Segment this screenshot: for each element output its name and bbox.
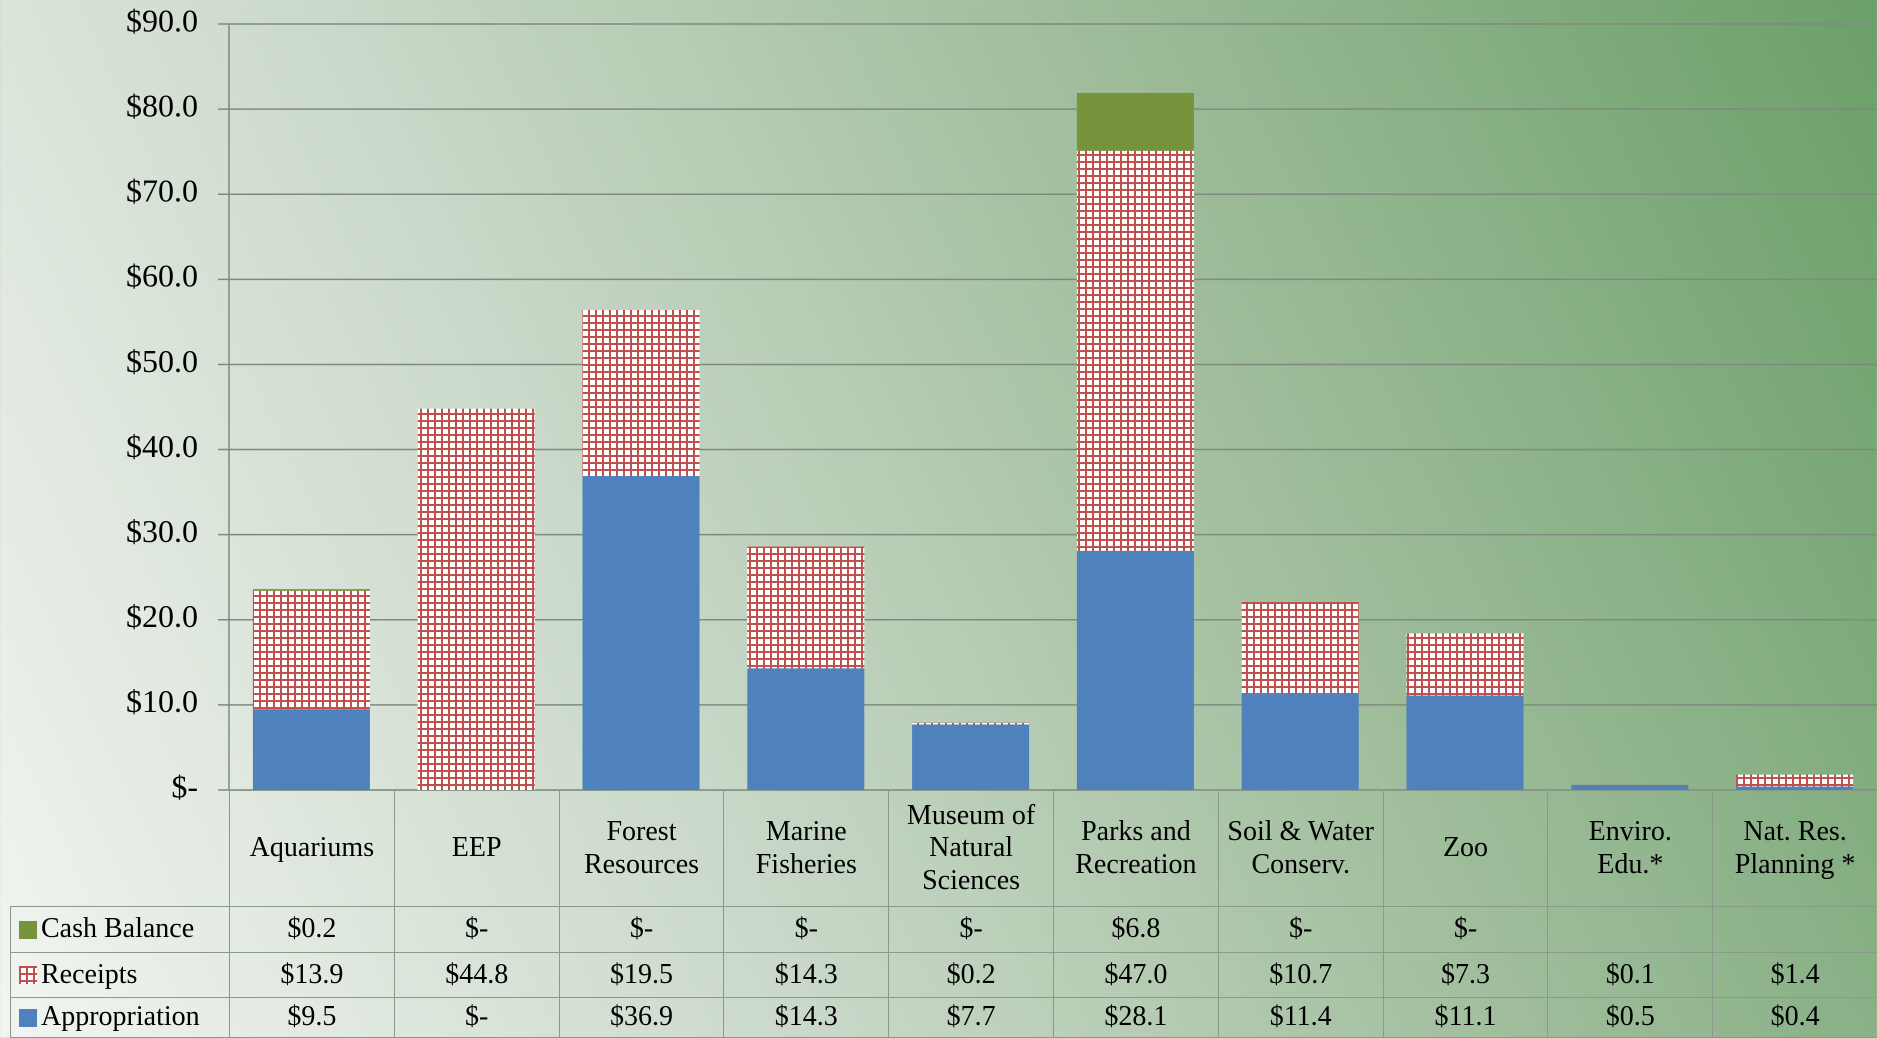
data-cell: $13.9 bbox=[229, 952, 395, 998]
legend-entry: Receipts bbox=[10, 952, 230, 998]
legend-label: Cash Balance bbox=[41, 913, 195, 945]
data-cell: $47.0 bbox=[1053, 952, 1219, 998]
category-label: Parks and Recreation bbox=[1053, 790, 1219, 907]
data-cell: $- bbox=[393, 906, 560, 953]
bar-segment bbox=[1571, 784, 1689, 786]
data-cell: $44.8 bbox=[393, 952, 560, 998]
data-cell: $- bbox=[1382, 906, 1549, 953]
category-label: Aquariums bbox=[229, 790, 395, 907]
data-cell: $1.4 bbox=[1712, 952, 1877, 998]
bar-segment bbox=[747, 668, 865, 790]
legend-key bbox=[19, 966, 37, 984]
data-cell: $28.1 bbox=[1053, 997, 1219, 1038]
y-tick-label: $20.0 bbox=[126, 598, 198, 634]
bar-segment bbox=[252, 589, 370, 591]
y-tick-label: $90.0 bbox=[126, 2, 198, 38]
bar-segment bbox=[1241, 692, 1359, 790]
bar-segment bbox=[1571, 785, 1689, 790]
category-label: Museum of Natural Sciences bbox=[888, 790, 1054, 907]
bar-segment bbox=[582, 475, 700, 790]
data-cell: $7.3 bbox=[1382, 952, 1549, 998]
data-cell: $7.7 bbox=[888, 997, 1054, 1038]
data-cell: $11.1 bbox=[1382, 997, 1549, 1038]
legend-key bbox=[19, 920, 37, 939]
data-cell: $14.3 bbox=[723, 997, 890, 1038]
data-cell: $0.2 bbox=[229, 906, 395, 953]
category-label: Soil & Water Conserv. bbox=[1217, 790, 1384, 907]
y-tick-label: $- bbox=[171, 768, 198, 804]
bar-segment bbox=[912, 724, 1030, 790]
data-cell: $36.9 bbox=[558, 997, 725, 1038]
data-cell bbox=[1712, 906, 1877, 953]
data-cell: $10.7 bbox=[1217, 952, 1384, 998]
bar-segment bbox=[417, 408, 535, 790]
category-label: Enviro. Edu.* bbox=[1547, 790, 1714, 907]
y-tick-label: $80.0 bbox=[126, 87, 198, 123]
legend-key bbox=[19, 1008, 37, 1027]
legend-swatch bbox=[19, 920, 37, 939]
y-tick-label: $10.0 bbox=[126, 683, 198, 719]
legend-entry: Appropriation bbox=[10, 997, 230, 1038]
data-cell: $- bbox=[558, 906, 725, 953]
data-cell: $0.2 bbox=[888, 952, 1054, 998]
legend-entry: Cash Balance bbox=[10, 906, 230, 953]
category-label: Zoo bbox=[1382, 790, 1549, 907]
data-cell: $0.4 bbox=[1712, 997, 1877, 1038]
data-cell: $11.4 bbox=[1217, 997, 1384, 1038]
data-cell: $- bbox=[1217, 906, 1384, 953]
bar-segment bbox=[582, 309, 700, 476]
data-cell: $0.5 bbox=[1547, 997, 1714, 1038]
bar-segment bbox=[1736, 786, 1854, 790]
bar-segment bbox=[252, 709, 370, 790]
legend-swatch bbox=[19, 1008, 37, 1027]
category-label: Forest Resources bbox=[558, 790, 725, 907]
bar-segment bbox=[1076, 550, 1194, 790]
data-cell: $6.8 bbox=[1053, 906, 1219, 953]
data-cell: $0.1 bbox=[1547, 952, 1714, 998]
data-cell: $14.3 bbox=[723, 952, 890, 998]
legend-label: Appropriation bbox=[41, 1001, 200, 1033]
y-tick-label: $50.0 bbox=[126, 343, 198, 379]
category-label: Marine Fisheries bbox=[723, 790, 890, 907]
legend-label: Receipts bbox=[41, 958, 138, 990]
bar-segment bbox=[1076, 92, 1194, 151]
bar-segment bbox=[912, 722, 1030, 725]
data-cell: $- bbox=[888, 906, 1054, 953]
bar-segment bbox=[1076, 150, 1194, 551]
data-cell: $9.5 bbox=[229, 997, 395, 1038]
data-cell: $- bbox=[393, 997, 560, 1038]
legend-swatch bbox=[19, 966, 37, 984]
bar-segment bbox=[747, 546, 865, 669]
category-label: EEP bbox=[393, 790, 560, 907]
data-cell: $- bbox=[723, 906, 890, 953]
y-tick-label: $40.0 bbox=[126, 428, 198, 464]
category-label: Nat. Res. Planning * bbox=[1712, 790, 1877, 907]
data-cell: $19.5 bbox=[558, 952, 725, 998]
data-cell bbox=[1547, 906, 1714, 953]
y-tick-label: $30.0 bbox=[126, 513, 198, 549]
bar-segment bbox=[1406, 633, 1524, 696]
y-tick-label: $70.0 bbox=[126, 173, 198, 209]
y-tick-label: $60.0 bbox=[126, 258, 198, 294]
bar-segment bbox=[1406, 695, 1524, 790]
bar-segment bbox=[1241, 601, 1359, 693]
bar-segment bbox=[252, 590, 370, 710]
bar-segment bbox=[1736, 774, 1854, 787]
